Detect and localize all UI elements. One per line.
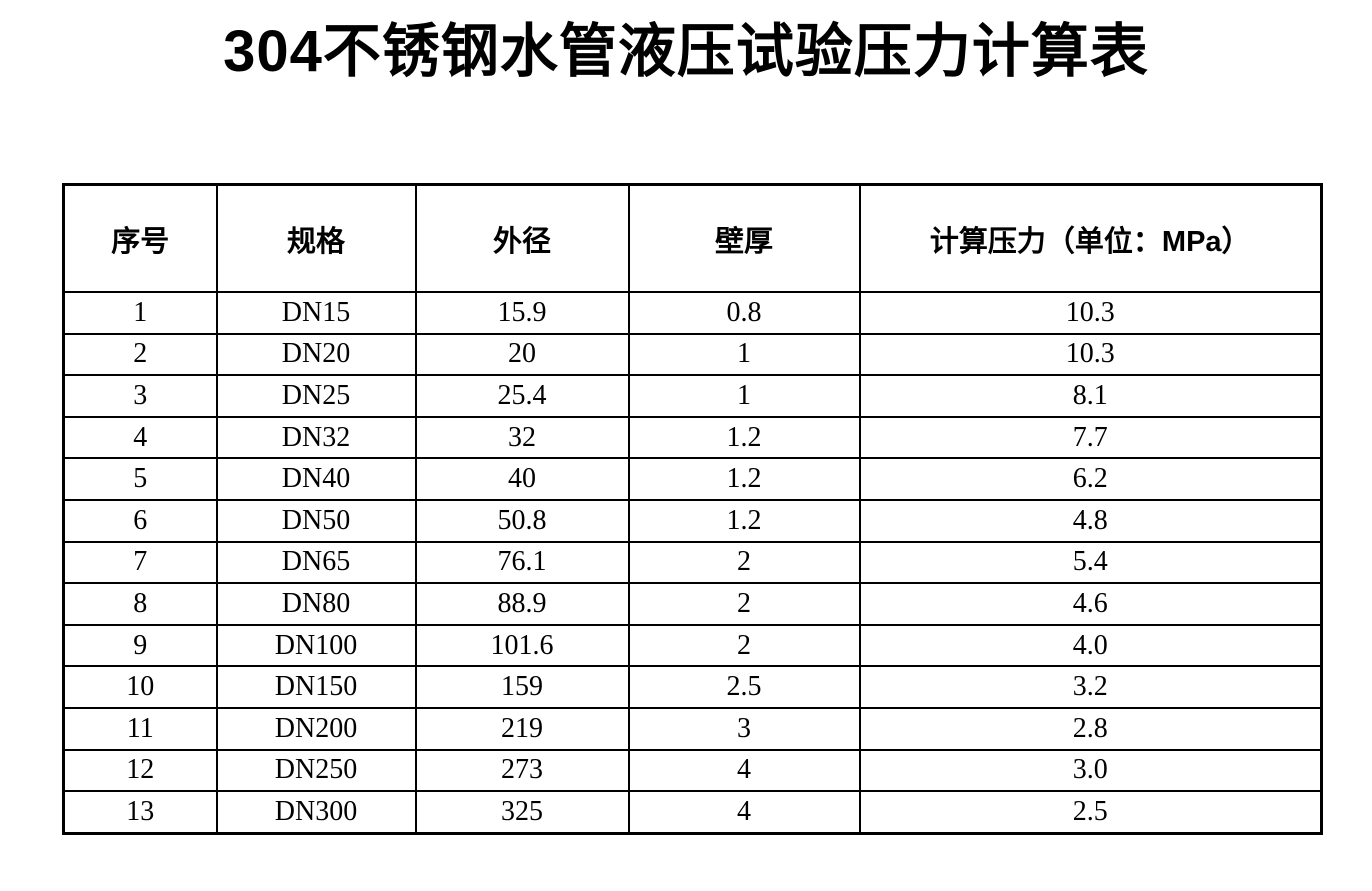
table-row: 2 DN20 20 1 10.3 — [62, 332, 1323, 377]
cell-outer-diameter: 219 — [414, 706, 630, 751]
table-row: 10 DN150 159 2.5 3.2 — [62, 665, 1323, 709]
page-title: 304不锈钢水管液压试验压力计算表 — [223, 19, 1149, 84]
cell-serial-number: 10 — [62, 665, 218, 709]
header-serial-number: 序号 — [62, 183, 218, 293]
header-calculated-pressure: 计算压力（单位：MPa） — [858, 183, 1323, 293]
cell-specification: DN80 — [215, 582, 417, 626]
cell-outer-diameter: 20 — [414, 332, 630, 377]
cell-wall-thickness: 4 — [627, 790, 861, 835]
cell-wall-thickness: 2 — [627, 582, 861, 626]
header-row: 序号 规格 外径 壁厚 计算压力（单位：MPa） — [62, 183, 1323, 293]
cell-wall-thickness: 1.2 — [627, 498, 861, 543]
cell-outer-diameter: 273 — [414, 748, 630, 793]
cell-calculated-pressure: 10.3 — [858, 332, 1323, 377]
table-row: 6 DN50 50.8 1.2 4.8 — [62, 498, 1323, 543]
cell-specification: DN40 — [215, 457, 417, 501]
table-body: 1 DN15 15.9 0.8 10.3 2 DN20 20 1 10.3 3 DN25 25.4 1 8.… — [62, 291, 1323, 835]
cell-wall-thickness: 2 — [627, 540, 861, 585]
cell-specification: DN150 — [215, 665, 417, 709]
cell-specification: DN15 — [215, 291, 417, 335]
cell-outer-diameter: 76.1 — [414, 540, 630, 585]
cell-serial-number: 12 — [62, 748, 218, 793]
cell-calculated-pressure: 8.1 — [858, 374, 1323, 418]
cell-serial-number: 7 — [62, 540, 218, 585]
cell-calculated-pressure: 2.8 — [858, 706, 1323, 751]
cell-serial-number: 13 — [62, 790, 218, 835]
cell-specification: DN200 — [215, 706, 417, 751]
cell-specification: DN50 — [215, 498, 417, 543]
cell-wall-thickness: 2 — [627, 623, 861, 668]
cell-specification: DN300 — [215, 790, 417, 835]
table-row: 4 DN32 32 1.2 7.7 — [62, 415, 1323, 460]
cell-specification: DN25 — [215, 374, 417, 418]
table-row: 13 DN300 325 4 2.5 — [62, 790, 1323, 835]
cell-calculated-pressure: 10.3 — [858, 291, 1323, 335]
header-wall-thickness: 壁厚 — [627, 183, 861, 293]
cell-specification: DN250 — [215, 748, 417, 793]
cell-calculated-pressure: 3.0 — [858, 748, 1323, 793]
cell-wall-thickness: 2.5 — [627, 665, 861, 709]
cell-serial-number: 6 — [62, 498, 218, 543]
table-row: 11 DN200 219 3 2.8 — [62, 706, 1323, 751]
cell-outer-diameter: 101.6 — [414, 623, 630, 668]
cell-wall-thickness: 0.8 — [627, 291, 861, 335]
cell-outer-diameter: 40 — [414, 457, 630, 501]
cell-outer-diameter: 325 — [414, 790, 630, 835]
cell-calculated-pressure: 3.2 — [858, 665, 1323, 709]
table-row: 1 DN15 15.9 0.8 10.3 — [62, 291, 1323, 335]
cell-calculated-pressure: 4.8 — [858, 498, 1323, 543]
cell-wall-thickness: 4 — [627, 748, 861, 793]
cell-wall-thickness: 1.2 — [627, 457, 861, 501]
header-specification: 规格 — [215, 183, 417, 293]
cell-serial-number: 2 — [62, 332, 218, 377]
cell-serial-number: 3 — [62, 374, 218, 418]
cell-specification: DN32 — [215, 415, 417, 460]
cell-specification: DN100 — [215, 623, 417, 668]
cell-serial-number: 1 — [62, 291, 218, 335]
cell-wall-thickness: 1 — [627, 332, 861, 377]
pressure-calculation-table: 序号 规格 外径 壁厚 计算压力（单位：MPa） 1 DN15 15.9 0.8 10.… — [62, 183, 1323, 835]
cell-calculated-pressure: 4.0 — [858, 623, 1323, 668]
table-row: 12 DN250 273 4 3.0 — [62, 748, 1323, 793]
cell-outer-diameter: 50.8 — [414, 498, 630, 543]
cell-serial-number: 8 — [62, 582, 218, 626]
cell-serial-number: 11 — [62, 706, 218, 751]
cell-specification: DN65 — [215, 540, 417, 585]
cell-outer-diameter: 32 — [414, 415, 630, 460]
cell-calculated-pressure: 5.4 — [858, 540, 1323, 585]
table-row: 8 DN80 88.9 2 4.6 — [62, 582, 1323, 626]
cell-wall-thickness: 3 — [627, 706, 861, 751]
cell-wall-thickness: 1 — [627, 374, 861, 418]
cell-serial-number: 5 — [62, 457, 218, 501]
header-outer-diameter: 外径 — [414, 183, 630, 293]
table-row: 9 DN100 101.6 2 4.0 — [62, 623, 1323, 668]
table-row: 7 DN65 76.1 2 5.4 — [62, 540, 1323, 585]
cell-outer-diameter: 25.4 — [414, 374, 630, 418]
cell-serial-number: 9 — [62, 623, 218, 668]
cell-calculated-pressure: 4.6 — [858, 582, 1323, 626]
cell-specification: DN20 — [215, 332, 417, 377]
cell-outer-diameter: 159 — [414, 665, 630, 709]
cell-outer-diameter: 88.9 — [414, 582, 630, 626]
table-row: 3 DN25 25.4 1 8.1 — [62, 374, 1323, 418]
cell-calculated-pressure: 2.5 — [858, 790, 1323, 835]
cell-calculated-pressure: 6.2 — [858, 457, 1323, 501]
cell-calculated-pressure: 7.7 — [858, 415, 1323, 460]
cell-serial-number: 4 — [62, 415, 218, 460]
cell-wall-thickness: 1.2 — [627, 415, 861, 460]
cell-outer-diameter: 15.9 — [414, 291, 630, 335]
table-row: 5 DN40 40 1.2 6.2 — [62, 457, 1323, 501]
